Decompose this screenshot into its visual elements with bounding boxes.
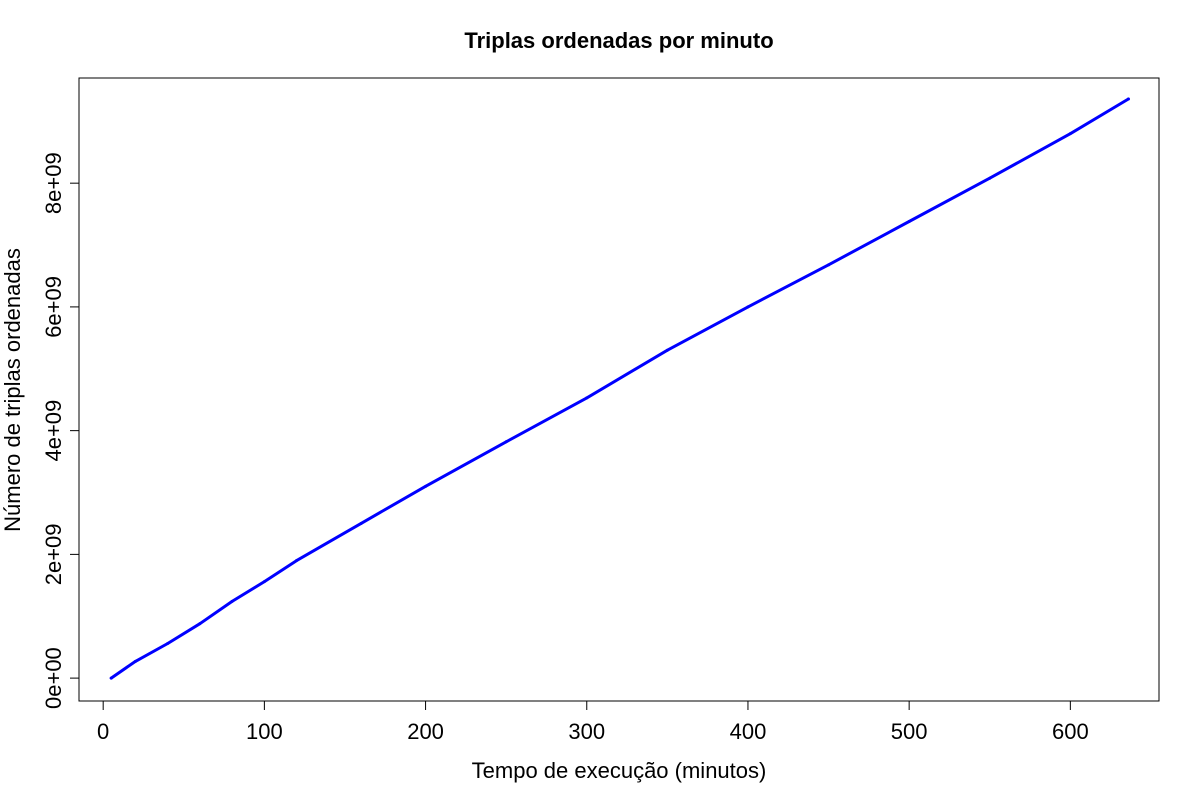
data-point [262, 580, 266, 584]
x-axis-label: Tempo de execução (minutos) [472, 758, 767, 783]
chart-title: Triplas ordenadas por minuto [464, 28, 773, 53]
data-point [988, 176, 992, 180]
x-tick-label: 300 [568, 719, 605, 744]
x-tick-label: 0 [97, 719, 109, 744]
data-point [907, 220, 911, 224]
data-point [585, 396, 589, 400]
data-point [295, 559, 299, 563]
y-tick-label: 6e+09 [41, 276, 66, 338]
data-point [133, 659, 137, 663]
data-point [109, 676, 113, 680]
data-point [665, 348, 669, 352]
plot-frame [78, 77, 1160, 702]
series-layer [109, 97, 1130, 680]
y-tick-label: 4e+09 [41, 400, 66, 462]
data-point [198, 622, 202, 626]
x-tick-label: 100 [246, 719, 283, 744]
data-point [746, 305, 750, 309]
series-line [109, 97, 1130, 680]
data-point [424, 484, 428, 488]
y-axis: 0e+00 2e+09 4e+09 6e+09 8e+09 [41, 152, 80, 709]
data-point [1068, 132, 1072, 136]
data-point [827, 263, 831, 267]
data-point [1126, 97, 1130, 101]
y-tick-label: 8e+09 [41, 152, 66, 214]
x-tick-label: 400 [730, 719, 767, 744]
x-tick-label: 500 [891, 719, 928, 744]
data-point [359, 521, 363, 525]
data-point [504, 440, 508, 444]
x-tick-label: 200 [407, 719, 444, 744]
y-axis-label: Número de triplas ordenadas [0, 248, 25, 532]
x-tick-label: 600 [1052, 719, 1089, 744]
y-tick-label: 0e+00 [41, 647, 66, 709]
x-axis: 0 100 200 300 400 500 600 [97, 700, 1089, 744]
y-tick-label: 2e+09 [41, 523, 66, 585]
data-point [166, 641, 170, 645]
data-point [230, 599, 234, 603]
